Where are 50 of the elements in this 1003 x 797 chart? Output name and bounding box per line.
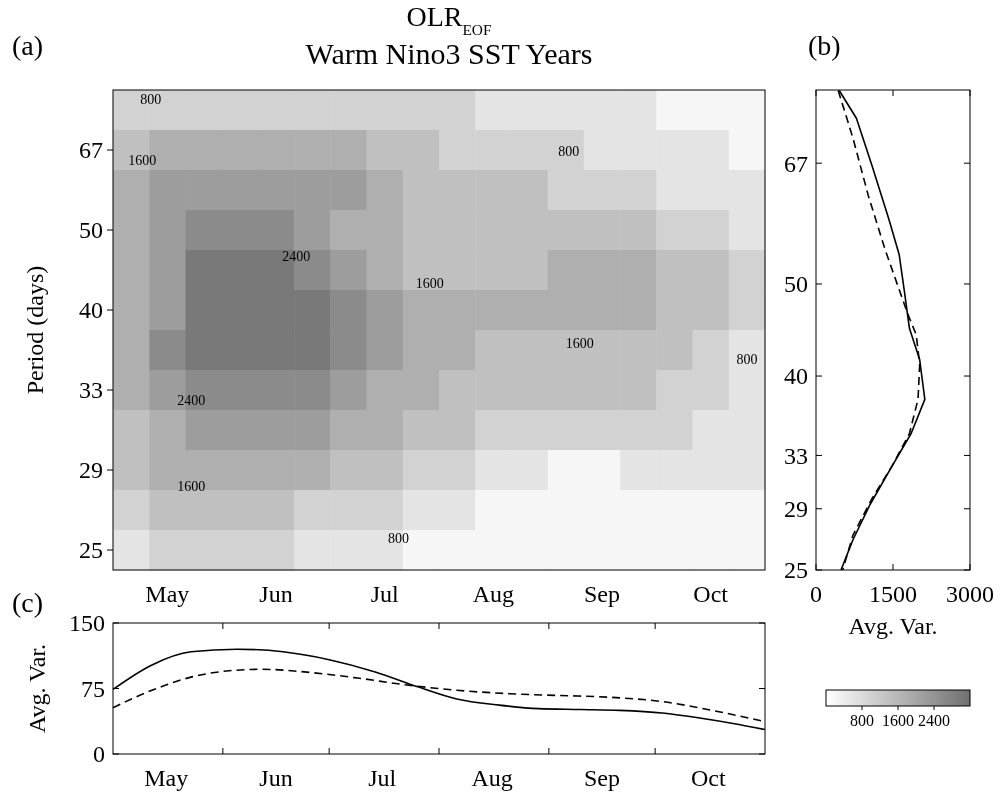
y-tick-label: 29 bbox=[79, 457, 103, 484]
chart-subtitle: Warm Nino3 SST Years bbox=[305, 37, 593, 70]
annotation: 1600 bbox=[128, 153, 157, 169]
annotation: 1600 bbox=[177, 479, 206, 495]
y-tick-label: 33 bbox=[784, 442, 808, 469]
y-tick-label: 29 bbox=[784, 496, 808, 523]
text: (c) bbox=[12, 587, 44, 618]
x-tick-label: Oct bbox=[693, 581, 729, 607]
annotation: 800 bbox=[388, 530, 410, 546]
x-axis-title: Avg. Var. bbox=[848, 613, 938, 639]
annotation: 800 bbox=[140, 92, 162, 108]
x-tick-label: May bbox=[144, 765, 189, 791]
y-tick-label: 40 bbox=[784, 363, 808, 390]
y-tick-label: 75 bbox=[81, 675, 105, 702]
annotation: 800 bbox=[736, 352, 758, 368]
y-tick-label: 67 bbox=[784, 150, 808, 177]
chart-title: OLR$_{EOF}$ bbox=[406, 1, 492, 38]
y-tick-label: 50 bbox=[79, 217, 103, 244]
x-tick-label: Jul bbox=[370, 581, 399, 607]
x-tick-label: Oct bbox=[690, 765, 726, 791]
color-bar-label: 1600 bbox=[882, 712, 914, 729]
x-tick-label: 1500 bbox=[869, 581, 917, 607]
y-tick-label: 67 bbox=[79, 137, 103, 164]
text: (b) bbox=[808, 30, 841, 61]
y-tick-label: 25 bbox=[784, 557, 808, 584]
y-tick-label: 33 bbox=[79, 377, 103, 404]
y-axis-title: Avg. Var. bbox=[24, 643, 50, 734]
annotation: 800 bbox=[558, 144, 580, 160]
x-tick-label: Jun bbox=[259, 765, 293, 791]
y-tick-label: 50 bbox=[784, 271, 808, 298]
x-tick-label: Sep bbox=[584, 581, 620, 607]
x-tick-label: Aug bbox=[471, 765, 513, 791]
y-tick-label: 0 bbox=[93, 741, 105, 768]
x-tick-label: Aug bbox=[472, 581, 515, 607]
x-tick-label: May bbox=[145, 581, 190, 607]
y-tick-label: 150 bbox=[69, 610, 105, 637]
color-bar-label: 800 bbox=[850, 712, 874, 729]
x-tick-label: Jul bbox=[368, 765, 397, 791]
x-tick-label: Jun bbox=[259, 581, 293, 607]
annotation: 2400 bbox=[177, 392, 206, 408]
y-axis-title: Period (days) bbox=[22, 265, 48, 395]
x-tick-label: Sep bbox=[584, 765, 620, 791]
y-tick-label: 25 bbox=[79, 537, 103, 564]
annotation: 2400 bbox=[282, 249, 311, 265]
y-tick-label: 40 bbox=[79, 297, 103, 324]
annotation: 1600 bbox=[415, 276, 444, 292]
color-bar-label: 2400 bbox=[918, 712, 950, 729]
annotation: 1600 bbox=[565, 336, 594, 352]
text: (a) bbox=[12, 30, 44, 61]
x-tick-label: 3000 bbox=[946, 581, 994, 607]
